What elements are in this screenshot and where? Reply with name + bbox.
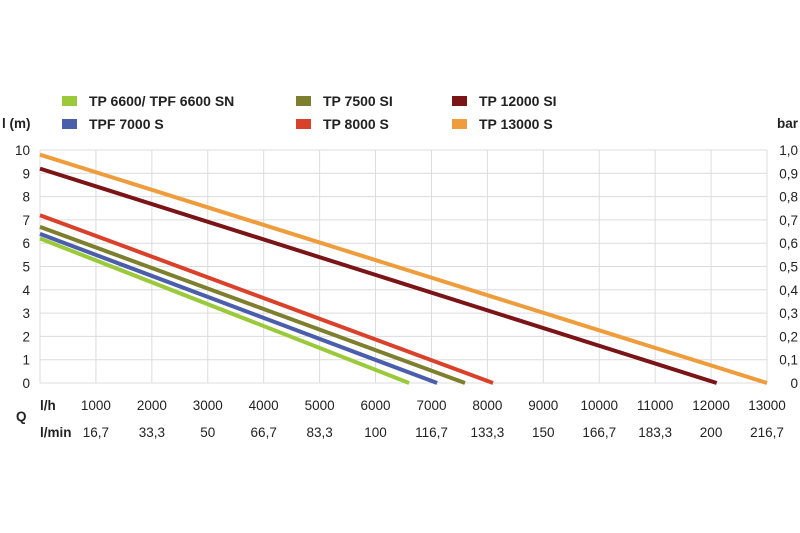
- legend-swatch: [62, 119, 77, 129]
- x2-tick-label: 183,3: [638, 425, 672, 440]
- x2-tick-label: 150: [532, 425, 555, 440]
- legend-item-tp7500si: TP 7500 SI: [296, 92, 393, 110]
- legend-item-tp6600: TP 6600/ TPF 6600 SN: [62, 92, 234, 110]
- y2-tick-label: 0,6: [779, 236, 798, 251]
- series-line-3: [39, 213, 494, 385]
- x-tick-label: 1000: [81, 398, 111, 413]
- x-axis-lmin: 16,7 33,3 50 66,7 83,3 100 116,7 133,3 150 166,7 1…: [83, 425, 784, 440]
- x-tick-label: 11000: [637, 398, 674, 413]
- legend-item-tpf7000s: TPF 7000 S: [62, 115, 164, 133]
- legend-item-tp13000s: TP 13000 S: [452, 115, 553, 133]
- y2-tick-label: 0,5: [779, 260, 798, 275]
- x2-tick-label: 83,3: [306, 425, 332, 440]
- y2-tick-label: 0: [790, 376, 798, 391]
- y-axis-left: 0 1 2 3 4 5 6 7 8 9 10: [15, 143, 31, 391]
- x-tick-label: 12000: [692, 398, 730, 413]
- y2-tick-label: 0,9: [779, 166, 798, 181]
- x2-tick-label: 50: [200, 425, 215, 440]
- x-tick-label: 9000: [528, 398, 558, 413]
- series-line-5: [39, 152, 768, 385]
- y-tick-label: 6: [22, 236, 30, 251]
- legend-label: TP 13000 S: [479, 116, 553, 132]
- x2-tick-label: 200: [700, 425, 723, 440]
- y2-tick-label: 0,7: [779, 213, 798, 228]
- x2-tick-label: 133,3: [470, 425, 504, 440]
- y-tick-label: 4: [22, 283, 30, 298]
- y2-tick-label: 0,8: [779, 190, 798, 205]
- x-axis-lh: 1000 2000 3000 4000 5000 6000 7000 8000 9000 1000…: [81, 398, 786, 413]
- x2-tick-label: 116,7: [415, 425, 448, 440]
- x-tick-label: 7000: [416, 398, 446, 413]
- x2-tick-label: 100: [364, 425, 387, 440]
- x-tick-label: 5000: [305, 398, 335, 413]
- series-line-4: [39, 166, 718, 385]
- y-tick-label: 0: [22, 376, 30, 391]
- q-axis-title: Q: [16, 409, 27, 424]
- series-line-2: [39, 225, 466, 385]
- y2-axis-title: bar: [777, 116, 799, 131]
- x-tick-label: 13000: [748, 398, 786, 413]
- x-tick-label: 4000: [249, 398, 279, 413]
- x-tick-label: 10000: [580, 398, 618, 413]
- y-tick-label: 10: [15, 143, 30, 158]
- legend-item-tp8000s: TP 8000 S: [296, 115, 389, 133]
- legend-label: TP 7500 SI: [323, 93, 393, 109]
- legend-label: TP 6600/ TPF 6600 SN: [89, 93, 235, 109]
- x-tick-label: 2000: [137, 398, 167, 413]
- x2-tick-label: 16,7: [83, 425, 109, 440]
- y2-tick-label: 0,1: [779, 353, 798, 368]
- x2-tick-label: 33,3: [139, 425, 165, 440]
- legend-swatch: [62, 96, 77, 106]
- legend-label: TP 8000 S: [323, 116, 389, 132]
- x-axis-title: l/h: [40, 398, 56, 413]
- y2-tick-label: 0,4: [779, 283, 798, 298]
- legend-swatch: [296, 96, 311, 106]
- x2-axis-title: l/min: [40, 425, 72, 440]
- y-tick-label: 7: [22, 213, 30, 228]
- x2-tick-label: 216,7: [750, 425, 784, 440]
- series-lines: [39, 152, 768, 385]
- series-line-0: [39, 236, 410, 385]
- legend-swatch: [452, 119, 467, 129]
- legend-item-tp12000si: TP 12000 SI: [452, 92, 557, 110]
- series-line-1: [39, 232, 438, 385]
- y-tick-label: 5: [22, 260, 30, 275]
- y-tick-label: 8: [22, 190, 30, 205]
- legend-label: TPF 7000 S: [89, 116, 164, 132]
- y2-tick-label: 0,2: [779, 329, 798, 344]
- legend-swatch: [296, 119, 311, 129]
- legend-label: TP 12000 SI: [479, 93, 557, 109]
- y-axis-title: l (m): [2, 116, 31, 131]
- y-axis-right: 0 0,1 0,2 0,3 0,4 0,5 0,6 0,7 0,8 0,9 1,0: [779, 143, 798, 391]
- y-tick-label: 2: [22, 329, 30, 344]
- legend-swatch: [452, 96, 467, 106]
- x2-tick-label: 66,7: [251, 425, 277, 440]
- x2-tick-label: 166,7: [582, 425, 616, 440]
- x-tick-label: 3000: [193, 398, 223, 413]
- y-tick-label: 9: [22, 166, 30, 181]
- x-tick-label: 8000: [472, 398, 502, 413]
- y-tick-label: 1: [22, 353, 30, 368]
- y2-tick-label: 0,3: [779, 306, 798, 321]
- y2-tick-label: 1,0: [779, 143, 798, 158]
- x-tick-label: 6000: [361, 398, 391, 413]
- y-tick-label: 3: [22, 306, 30, 321]
